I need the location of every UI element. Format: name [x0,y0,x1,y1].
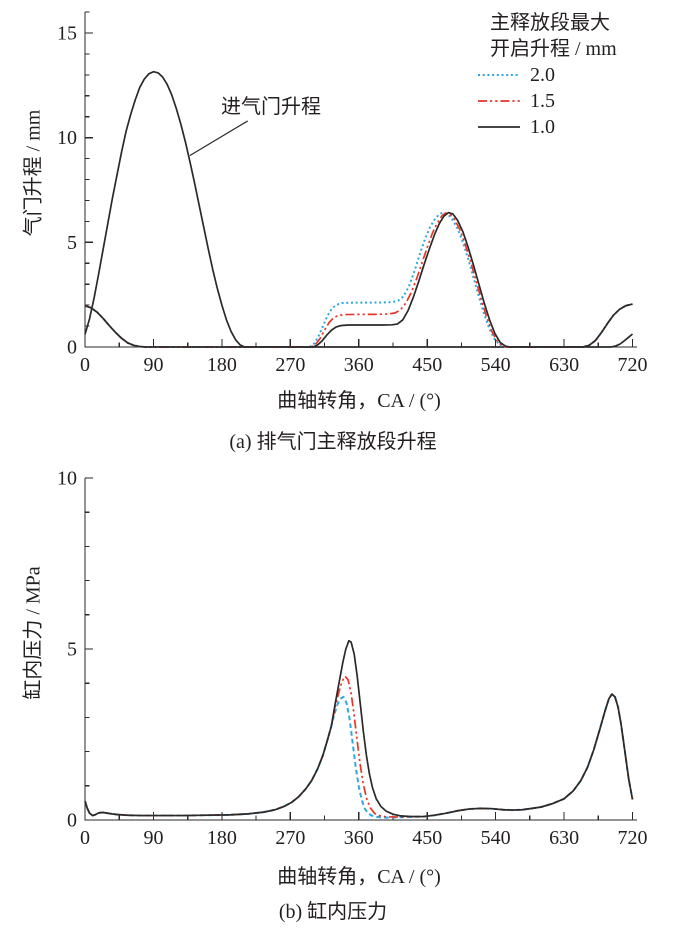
panel-b-caption: (b) 缸内压力 [278,901,388,923]
legend-entry-label: 1.5 [530,90,555,112]
x-tick-label: 540 [481,827,511,849]
x-tick-label: 180 [207,354,237,376]
panel-a-x-axis-title: 曲轴转角，CA / (°) [277,390,441,412]
x-tick-label: 360 [344,354,374,376]
panel-1-series-1.0 [84,639,634,818]
y-tick-label: 0 [67,337,77,359]
x-tick-label: 450 [412,827,442,849]
x-tick-label: 0 [80,354,90,376]
y-tick-label: 0 [67,810,77,832]
legend-entry-label: 2.0 [530,64,555,86]
x-tick-label: 630 [549,827,579,849]
intake-lift-annotation: 进气门升程 [221,96,321,118]
x-tick-label: 270 [275,827,305,849]
legend: 主释放段最大 开启升程 / mm 2.0 1.5 1.0 [476,10,617,140]
y-tick-label: 5 [67,639,77,661]
y-tick-label: 5 [67,232,77,254]
x-tick-label: 720 [618,354,648,376]
panel-0-series-进气门升程 [84,70,634,348]
y-tick-label: 10 [57,127,77,149]
legend-entry: 1.5 [476,88,617,114]
legend-dotted-line-icon [478,74,520,76]
panel-0-series-1.5 [84,212,633,348]
legend-solid-line-icon [478,126,520,128]
panel-0-series-2.0 [84,211,633,348]
panel-a-y-axis-title: 气门升程 / mm [22,109,45,237]
y-tick-label: 15 [57,23,77,45]
legend-title-line-1: 主释放段最大 [490,12,610,34]
x-tick-label: 90 [143,827,163,849]
legend-dashdot-line-icon [478,100,520,102]
panel-a-caption: (a) 排气门主释放段升程 [229,431,437,453]
legend-entry: 2.0 [476,62,617,88]
x-tick-label: 180 [207,827,237,849]
panel-1-axis [84,478,637,821]
x-tick-label: 0 [80,827,90,849]
x-tick-label: 540 [481,354,511,376]
x-tick-label: 450 [412,354,442,376]
legend-entry-label: 1.0 [530,116,555,138]
annotation-leader-line [189,120,249,156]
panel-b-x-axis-title: 曲轴转角，CA / (°) [277,866,441,888]
x-tick-label: 360 [344,827,374,849]
x-tick-label: 630 [549,354,579,376]
x-tick-label: 720 [618,827,648,849]
panel-0-series-1.0 [84,211,633,348]
y-tick-label: 10 [57,468,77,490]
legend-entry: 1.0 [476,114,617,140]
x-tick-label: 270 [275,354,305,376]
x-tick-label: 90 [143,354,163,376]
panel-b-y-axis-title: 缸内压力 / MPa [22,566,45,700]
legend-title-line-2: 开启升程 / mm [490,38,617,60]
